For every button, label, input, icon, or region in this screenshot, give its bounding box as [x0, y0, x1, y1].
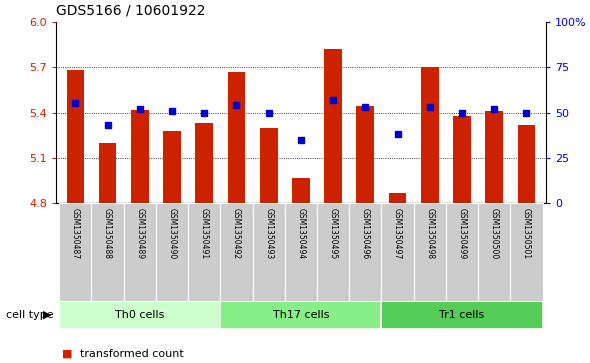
Bar — [260, 128, 277, 203]
Text: GSM1350490: GSM1350490 — [168, 208, 176, 260]
Bar — [317, 203, 349, 301]
Bar — [59, 203, 91, 301]
Text: Th17 cells: Th17 cells — [273, 310, 329, 320]
Text: GSM1350494: GSM1350494 — [296, 208, 306, 260]
Bar — [517, 125, 535, 203]
Bar — [285, 203, 317, 301]
Bar — [421, 67, 438, 203]
Bar — [349, 203, 382, 301]
Bar — [253, 203, 285, 301]
Text: GSM1350495: GSM1350495 — [329, 208, 337, 260]
Bar — [59, 301, 220, 329]
Text: GSM1350493: GSM1350493 — [264, 208, 273, 260]
Text: GSM1350496: GSM1350496 — [361, 208, 370, 260]
Bar — [220, 301, 382, 329]
Text: GSM1350500: GSM1350500 — [490, 208, 499, 260]
Text: GDS5166 / 10601922: GDS5166 / 10601922 — [56, 4, 205, 18]
Bar — [124, 203, 156, 301]
Bar — [220, 203, 253, 301]
Text: GSM1350498: GSM1350498 — [425, 208, 434, 259]
Bar — [195, 123, 213, 203]
Text: GSM1350499: GSM1350499 — [457, 208, 467, 260]
Bar — [453, 115, 471, 203]
Bar — [486, 111, 503, 203]
Text: Tr1 cells: Tr1 cells — [440, 310, 484, 320]
Bar — [510, 203, 543, 301]
Bar — [131, 110, 149, 203]
Bar — [446, 203, 478, 301]
Bar — [91, 203, 124, 301]
Bar — [67, 70, 84, 203]
Text: GSM1350489: GSM1350489 — [135, 208, 145, 259]
Bar — [414, 203, 446, 301]
Text: Th0 cells: Th0 cells — [115, 310, 165, 320]
Text: GSM1350491: GSM1350491 — [200, 208, 209, 259]
Text: GSM1350497: GSM1350497 — [393, 208, 402, 260]
Bar — [324, 49, 342, 203]
Text: GSM1350492: GSM1350492 — [232, 208, 241, 259]
Text: GSM1350501: GSM1350501 — [522, 208, 531, 259]
Text: ▶: ▶ — [42, 310, 51, 320]
Text: GSM1350487: GSM1350487 — [71, 208, 80, 259]
Bar — [389, 193, 407, 203]
Text: ■: ■ — [62, 349, 73, 359]
Bar — [228, 72, 245, 203]
Bar — [156, 203, 188, 301]
Bar — [382, 203, 414, 301]
Bar — [292, 178, 310, 203]
Bar — [478, 203, 510, 301]
Bar — [188, 203, 220, 301]
Text: transformed count: transformed count — [80, 349, 183, 359]
Bar — [99, 143, 116, 203]
Bar — [356, 106, 374, 203]
Text: cell type: cell type — [6, 310, 54, 320]
Bar — [382, 301, 543, 329]
Text: GSM1350488: GSM1350488 — [103, 208, 112, 259]
Bar — [163, 131, 181, 203]
